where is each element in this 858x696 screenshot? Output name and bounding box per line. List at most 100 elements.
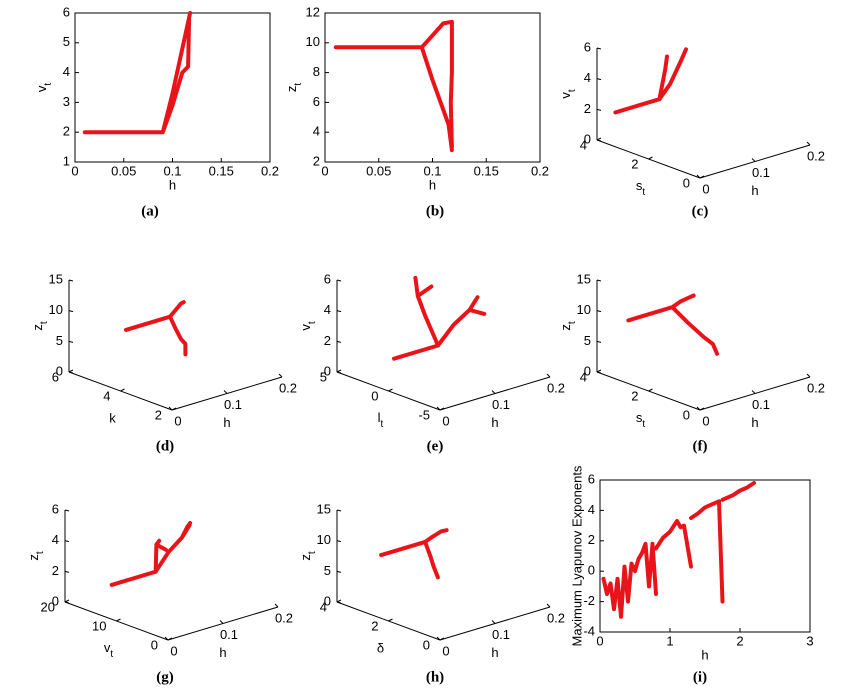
- z-axis-label-subscript: t: [307, 321, 318, 324]
- x-tick-label: 0.1: [492, 627, 510, 642]
- z-tick-label: 5: [584, 333, 591, 348]
- y-axis-label-main: v: [34, 85, 49, 92]
- y-tick: [171, 407, 177, 411]
- y-axis-label: zt: [284, 83, 304, 93]
- x-axis-label: h: [701, 647, 708, 662]
- z-tick-label: 15: [577, 271, 591, 286]
- z-axis-label: zt: [30, 321, 50, 331]
- z-tick-label: 15: [317, 501, 331, 516]
- panel-caption: (i): [693, 669, 707, 685]
- x-tick-label: 0.1: [220, 627, 238, 642]
- y-tick-label: 0: [371, 388, 378, 403]
- x-tick: [696, 174, 701, 179]
- data-curve: [601, 481, 756, 619]
- z-tick-label: 10: [577, 302, 591, 317]
- z-tick-label: 0: [56, 363, 63, 378]
- y-tick-label: -2: [583, 593, 595, 608]
- z-axis-label-main: z: [30, 324, 45, 331]
- y-tick: [648, 156, 653, 160]
- x-tick-label: 0.2: [261, 163, 279, 178]
- y-tick-label: 4: [63, 64, 70, 79]
- y-tick-label: 5: [320, 369, 327, 384]
- y-tick-label: -5: [418, 407, 430, 422]
- z-tick: [68, 310, 74, 313]
- data-curve: [626, 293, 720, 356]
- y-tick: [439, 637, 445, 641]
- y-axis-label: k: [109, 410, 116, 425]
- y-tick-label: 4: [320, 599, 327, 614]
- data-curve: [613, 47, 688, 115]
- z-tick: [68, 279, 74, 282]
- x-tick: [751, 390, 756, 394]
- z-axis-label-main: z: [26, 554, 41, 561]
- panel-caption: (c): [692, 203, 709, 219]
- y-tick: [439, 407, 445, 411]
- z-tick-label: 15: [49, 271, 63, 286]
- data-curve: [109, 521, 193, 587]
- z-axis-label-main: v: [298, 324, 313, 331]
- x-tick-label: 0.2: [531, 163, 549, 178]
- y-tick-label: 10: [306, 34, 320, 49]
- x-tick-label: 0.1: [492, 397, 510, 412]
- y-tick-label: 0: [151, 637, 158, 652]
- z-axis-label-main: v: [558, 92, 573, 99]
- y-tick-label: 3: [63, 94, 70, 109]
- z-axis-label: vt: [558, 89, 578, 99]
- x-axis-label: h: [169, 177, 176, 192]
- z-tick-label: 5: [56, 333, 63, 348]
- z-tick: [336, 601, 342, 604]
- x-tick-label: 0.05: [366, 163, 391, 178]
- z-tick: [596, 47, 602, 50]
- z-tick-label: 6: [324, 271, 331, 286]
- y-axis-label-subscript: t: [381, 419, 384, 430]
- y-tick-label: 0: [423, 637, 430, 652]
- plot-frame: [599, 479, 811, 633]
- z-axis-label-subscript: t: [39, 321, 50, 324]
- y-tick-label: 2: [63, 124, 70, 139]
- z-axis-label: zt: [298, 551, 318, 561]
- x-tick-label: 1: [666, 633, 673, 648]
- x-tick: [223, 390, 228, 394]
- data-curve: [333, 19, 454, 153]
- x-tick-label: 0.1: [163, 163, 181, 178]
- y-tick-label: 10: [92, 618, 106, 633]
- z-tick: [336, 509, 342, 512]
- y-axis-label-main: z: [284, 86, 299, 93]
- z-tick-label: 2: [324, 333, 331, 348]
- y-tick: [120, 388, 125, 392]
- y-tick: [388, 618, 393, 622]
- z-axis-label-subscript: t: [567, 89, 578, 92]
- y-tick-label: 4: [103, 388, 110, 403]
- z-axis-label-subscript: t: [35, 551, 46, 554]
- x-tick-label: 0.2: [807, 148, 825, 163]
- x-tick-label: 0: [596, 633, 603, 648]
- x-tick-label: 0.1: [752, 165, 770, 180]
- y-tick-label: 0: [588, 563, 595, 578]
- x-tick-label: 0.2: [807, 380, 825, 395]
- z-tick: [336, 540, 342, 543]
- x-tick-label: 2: [736, 633, 743, 648]
- y-tick: [699, 407, 705, 411]
- z-tick-label: 6: [584, 39, 591, 54]
- x-tick: [751, 158, 756, 162]
- z-tick-label: 2: [584, 101, 591, 116]
- y-axis-label-main: v: [104, 640, 111, 655]
- y-tick-label: 4: [580, 369, 587, 384]
- z-tick-label: 0: [324, 363, 331, 378]
- y-tick-label: 0: [683, 407, 690, 422]
- y-axis-label: st: [636, 410, 646, 430]
- x-tick: [274, 603, 279, 608]
- x-tick-label: 0.15: [474, 163, 499, 178]
- y-tick-label: 2: [371, 618, 378, 633]
- z-axis-label-main: z: [558, 324, 573, 331]
- x-tick-label: 0.15: [209, 163, 234, 178]
- x-tick: [436, 636, 441, 641]
- y-tick-label: 6: [588, 471, 595, 486]
- z-tick-label: 0: [324, 593, 331, 608]
- panel-caption: (g): [156, 669, 174, 685]
- x-tick: [491, 390, 496, 394]
- x-tick-label: 0.05: [111, 163, 136, 178]
- x-axis-label: h: [751, 415, 758, 430]
- y-tick-label: -4: [583, 623, 595, 638]
- y-tick-label: 2: [631, 388, 638, 403]
